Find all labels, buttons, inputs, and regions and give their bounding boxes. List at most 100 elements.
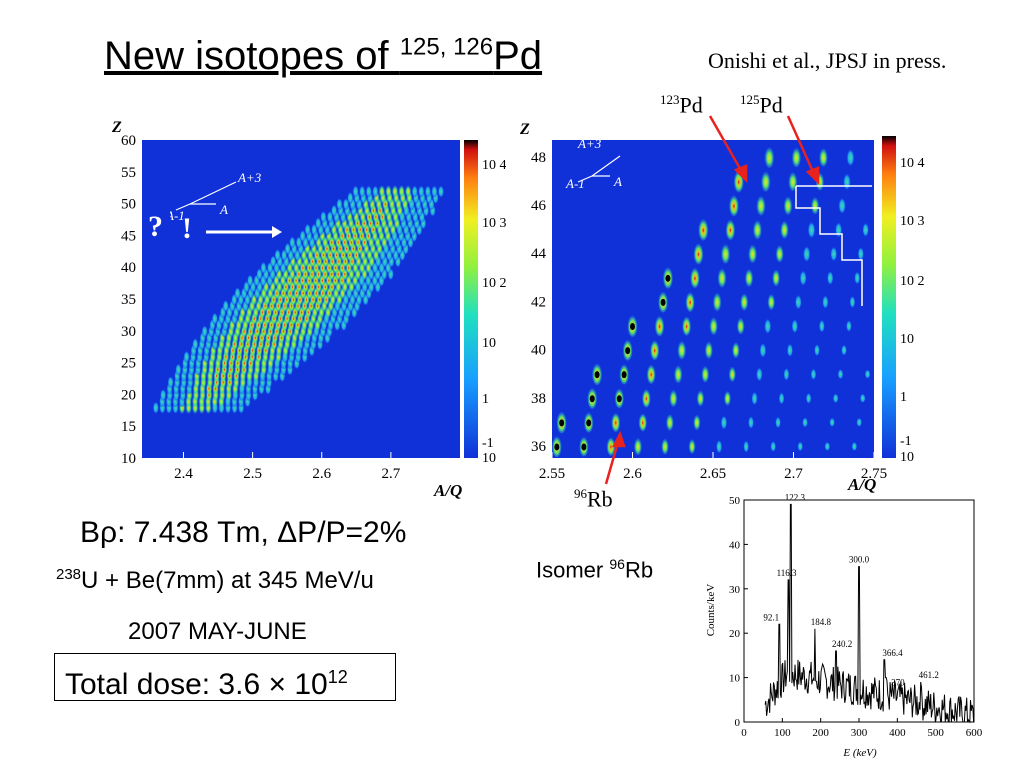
right-isotope-blob: [772, 268, 781, 287]
dose-label: Total dose: 3.6: [65, 668, 261, 701]
right-isotope-core: [586, 419, 592, 427]
right-isotope-blob: [810, 195, 820, 215]
left-isotope-blob: [246, 273, 254, 287]
right-isotope-blob: [862, 221, 870, 237]
right-ytick-label: 38: [531, 391, 546, 407]
left-isotope-blob: [304, 222, 311, 236]
right-isotope-core: [559, 419, 565, 427]
right-isotope-blob: [693, 241, 704, 265]
left-ytick-label: 55: [121, 165, 136, 181]
left-isotope-blob: [358, 184, 366, 198]
right-isotope-blob: [723, 389, 732, 406]
right-isotope-blob: [824, 440, 831, 451]
right-isotope-blob: [854, 270, 861, 285]
right-annotation-a3: A+3: [577, 136, 602, 151]
title-text: New isotopes of: [104, 34, 400, 78]
right-isotope-blob: [748, 243, 758, 264]
right-isotope-core: [581, 443, 587, 451]
spectrum-xtick-label: 600: [966, 727, 983, 739]
left-isotope-blob: [320, 209, 327, 223]
left-heatmap-chart: 2.4 2.5 2.6 2.7 10 15 20 25 30 35 40 45 50 55 60 10 4 1…: [111, 119, 506, 500]
left-ytick-label: 50: [121, 197, 136, 213]
right-isotope-blob: [829, 416, 836, 427]
label-125pd-mass: 125: [740, 92, 760, 107]
left-isotope-blobs: [152, 184, 445, 414]
left-isotope-blob: [336, 197, 343, 211]
spectrum-peak-label: 366.4: [882, 648, 903, 658]
right-colorbar-label: -1: [900, 434, 912, 449]
right-isotope-blob: [685, 290, 695, 313]
right-isotope-blob: [665, 412, 674, 431]
spectrum-ytick-label: 10: [729, 673, 741, 685]
dose-times: ×: [268, 668, 287, 701]
left-isotope-blob: [424, 184, 432, 198]
spectrum-axes: 0 100 200 300 400 500 600 0 10 20 30 40 50: [729, 495, 983, 739]
left-ytick-label: 60: [121, 133, 136, 149]
red-arrows-overlay: [604, 115, 820, 485]
right-isotope-blob: [846, 147, 855, 167]
right-isotope-blob: [673, 364, 683, 384]
left-isotope-blob: [152, 400, 160, 414]
left-ytick-label: 20: [121, 387, 136, 403]
left-isotope-blob: [330, 203, 338, 217]
left-isotope-blob: [192, 337, 199, 351]
left-isotope-blob: [372, 184, 379, 198]
left-xlabel: A/Q: [433, 481, 462, 500]
right-isotope-blob: [725, 218, 736, 241]
spectrum-ylabel: Counts/keV: [705, 584, 717, 637]
left-isotope-blob: [378, 184, 386, 198]
right-isotope-blob: [791, 146, 802, 168]
right-isotope-blob: [857, 245, 865, 261]
brho-text: Bρ: 7.438 Tm, ΔP/P=2%: [80, 516, 407, 549]
label-96rb-mass: 96: [574, 486, 587, 501]
right-isotope-blob: [764, 317, 772, 334]
right-isotope-blob: [830, 245, 838, 262]
left-isotope-blob: [211, 311, 219, 325]
label-125pd: 125Pd: [740, 92, 783, 118]
right-isotope-core: [554, 443, 560, 451]
right-xtick-label: 2.7: [784, 466, 803, 482]
gamma-spectrum-chart: 0 100 200 300 400 500 600 0 10 20 30 40 50 92.1 116.3…: [705, 492, 983, 759]
left-isotope-blob: [234, 286, 241, 300]
right-isotope-blob: [720, 242, 731, 264]
question-mark: ?: [148, 210, 163, 243]
right-annotation-a: A: [613, 174, 622, 189]
left-isotope-blob: [175, 362, 182, 376]
right-isotope-blob: [649, 338, 660, 361]
right-isotope-blob: [731, 340, 740, 359]
label-96rb-element: Rb: [587, 486, 613, 512]
right-isotope-core: [594, 371, 600, 379]
label-96rb: 96Rb: [574, 486, 613, 512]
right-arrow-icon: [206, 226, 282, 238]
left-orientation-annotation: [175, 181, 237, 211]
right-isotope-blob: [791, 317, 799, 334]
right-isotope-blob: [864, 368, 871, 379]
left-colorbar-label: 10 3: [482, 216, 506, 231]
left-xtick-label: 2.7: [381, 466, 400, 482]
right-isotope-blob: [859, 392, 866, 403]
right-xtick-label: 2.65: [700, 466, 726, 482]
right-isotope-core: [621, 371, 627, 379]
new-isotope-boundary: [795, 186, 863, 306]
right-xtick-label: 2.6: [623, 466, 642, 482]
spectrum-peak-label: 92.1: [763, 612, 779, 622]
left-isotope-blob: [315, 216, 322, 230]
right-isotope-blob: [767, 292, 776, 311]
left-axes: 2.4 2.5 2.6 2.7 10 15 20 25 30 35 40 45 50 55 60: [121, 133, 401, 482]
spectrum-peak-labels: 92.1 116.3 122.3 184.8 240.2 300.0 366.4 370 461…: [763, 492, 938, 687]
left-isotope-blob: [365, 184, 372, 198]
right-isotope-blob: [794, 293, 802, 310]
arrow-96rb: [604, 430, 626, 485]
label-125pd-element: Pd: [759, 92, 783, 118]
left-isotope-blob: [418, 184, 425, 198]
spectrum-peak-label: 122.3: [785, 492, 806, 502]
right-xtick-label: 2.75: [861, 466, 887, 482]
arrow-123pd: [708, 115, 748, 184]
right-isotope-blob: [712, 291, 722, 312]
right-orientation-annotation: [577, 155, 621, 183]
total-dose-box: Total dose: 3.6 × 1012: [54, 653, 396, 701]
right-isotope-blob: [807, 220, 816, 239]
right-isotope-blob: [775, 243, 784, 263]
right-ytick-label: 42: [531, 294, 546, 310]
left-ytick-label: 45: [121, 228, 136, 244]
